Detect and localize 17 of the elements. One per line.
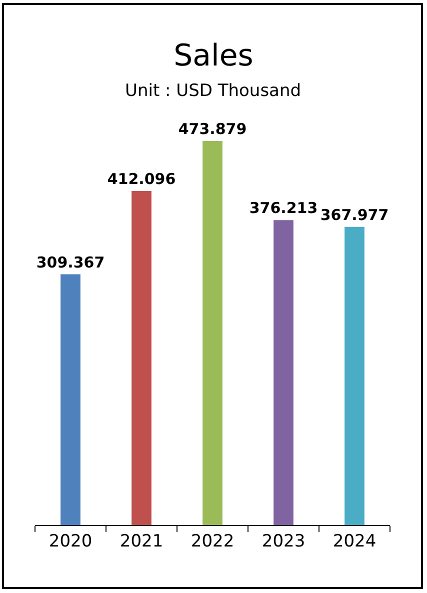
x-tick-label: 2021 xyxy=(120,531,164,552)
bar xyxy=(202,141,222,525)
data-label: 309.367 xyxy=(36,253,105,272)
bar xyxy=(344,226,364,525)
data-label: 376.213 xyxy=(249,199,318,218)
bar xyxy=(132,191,152,525)
data-label: 473.879 xyxy=(178,120,247,138)
bar xyxy=(274,220,294,525)
x-tick-label: 2023 xyxy=(262,531,306,552)
data-label: 367.977 xyxy=(320,206,389,224)
x-tick-label: 2020 xyxy=(48,531,92,552)
bar xyxy=(60,274,80,525)
x-tick-label: 2024 xyxy=(332,531,376,552)
data-label: 412.096 xyxy=(107,170,176,188)
chart-title: Sales xyxy=(174,38,254,74)
x-tick-label: 2022 xyxy=(190,531,234,552)
chart-subtitle: Unit : USD Thousand xyxy=(125,81,302,101)
